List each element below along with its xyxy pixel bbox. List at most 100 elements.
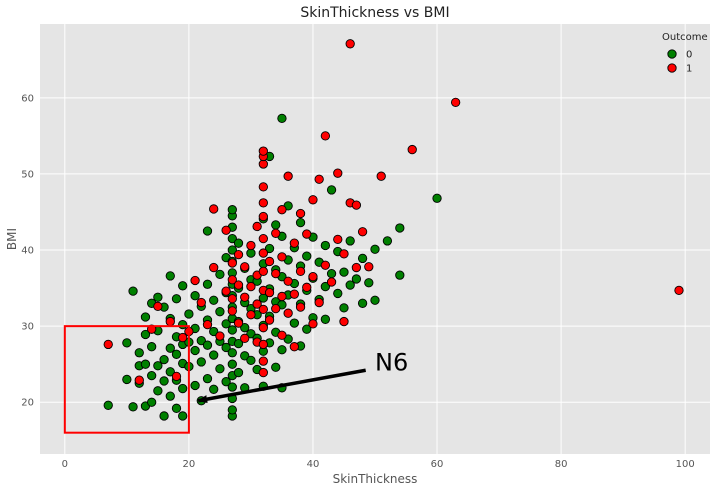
data-point (258, 146, 268, 156)
data-point (351, 262, 362, 273)
data-point (302, 282, 312, 292)
data-point (277, 252, 287, 262)
data-point (295, 266, 306, 276)
data-point (134, 348, 144, 358)
data-point (134, 375, 144, 385)
data-point (258, 211, 268, 222)
x-tick-label: 80 (555, 459, 568, 470)
data-point (295, 302, 306, 312)
data-point (103, 400, 113, 410)
data-point (184, 309, 194, 319)
data-point (264, 315, 275, 325)
data-point (277, 345, 287, 355)
data-point (171, 349, 182, 359)
legend: Outcome 0 1 (662, 32, 708, 75)
data-point (140, 329, 151, 340)
data-point (271, 228, 281, 238)
x-tick-label: 100 (676, 459, 695, 470)
data-point (233, 367, 244, 378)
y-tick-label: 40 (21, 246, 34, 257)
data-point (202, 340, 213, 350)
data-point (202, 279, 213, 289)
data-point (209, 295, 219, 305)
data-point (209, 204, 219, 214)
annotation-arrow (197, 368, 367, 404)
data-point (178, 319, 188, 330)
data-point (357, 227, 368, 237)
data-point (258, 182, 268, 192)
data-point (233, 238, 244, 248)
data-point (333, 288, 343, 299)
data-point (209, 326, 219, 337)
data-point (351, 274, 362, 284)
x-tick-label: 40 (307, 459, 320, 470)
data-point (314, 174, 324, 184)
data-point (258, 266, 268, 276)
data-point (196, 335, 206, 346)
data-point (295, 208, 306, 219)
series-layer (103, 39, 684, 421)
data-point (407, 144, 417, 155)
data-point (233, 318, 244, 328)
data-point (339, 267, 349, 277)
data-point (196, 357, 206, 367)
data-point (283, 276, 293, 286)
data-point (227, 258, 237, 268)
data-point (320, 314, 331, 324)
data-point (215, 364, 225, 374)
data-point (345, 39, 355, 49)
legend-marker (667, 49, 677, 59)
data-point (240, 292, 250, 302)
data-point (227, 325, 237, 335)
data-point (227, 382, 237, 392)
data-point (289, 238, 300, 248)
data-point (302, 324, 312, 334)
data-point (178, 332, 188, 343)
data-point (289, 318, 300, 328)
data-point (215, 331, 225, 341)
data-point (271, 303, 281, 314)
legend-title: Outcome (662, 32, 708, 43)
data-point (258, 304, 268, 315)
data-point (302, 229, 312, 239)
data-point (178, 383, 188, 394)
data-point (357, 253, 368, 264)
data-point (171, 403, 182, 413)
data-point (258, 248, 268, 258)
y-tick-labels: 20 30 40 50 60 (21, 93, 34, 408)
data-point (364, 278, 374, 288)
data-point (308, 319, 318, 329)
data-point (227, 405, 237, 415)
data-point (320, 281, 331, 292)
data-point (227, 205, 237, 215)
data-point (246, 248, 256, 258)
data-point (153, 386, 163, 396)
data-point (165, 391, 175, 401)
data-point (227, 306, 237, 316)
data-point (165, 316, 175, 327)
data-point (221, 342, 231, 353)
data-point (227, 294, 237, 304)
data-point (128, 286, 138, 296)
data-point (227, 348, 237, 358)
data-point (320, 131, 331, 141)
data-point (326, 185, 337, 195)
data-point (246, 329, 256, 339)
data-point (240, 262, 250, 272)
data-point (171, 371, 182, 382)
data-point (674, 285, 684, 296)
data-point (202, 226, 213, 236)
data-point (159, 376, 169, 386)
data-point (258, 339, 268, 350)
data-point (240, 351, 250, 361)
data-point (258, 198, 268, 208)
data-point (227, 233, 237, 244)
data-point (283, 308, 293, 318)
data-point (339, 249, 349, 259)
data-point (376, 171, 386, 181)
data-point (450, 97, 461, 108)
series-1 (103, 39, 684, 385)
data-point (221, 225, 231, 235)
plot-background (40, 24, 710, 454)
